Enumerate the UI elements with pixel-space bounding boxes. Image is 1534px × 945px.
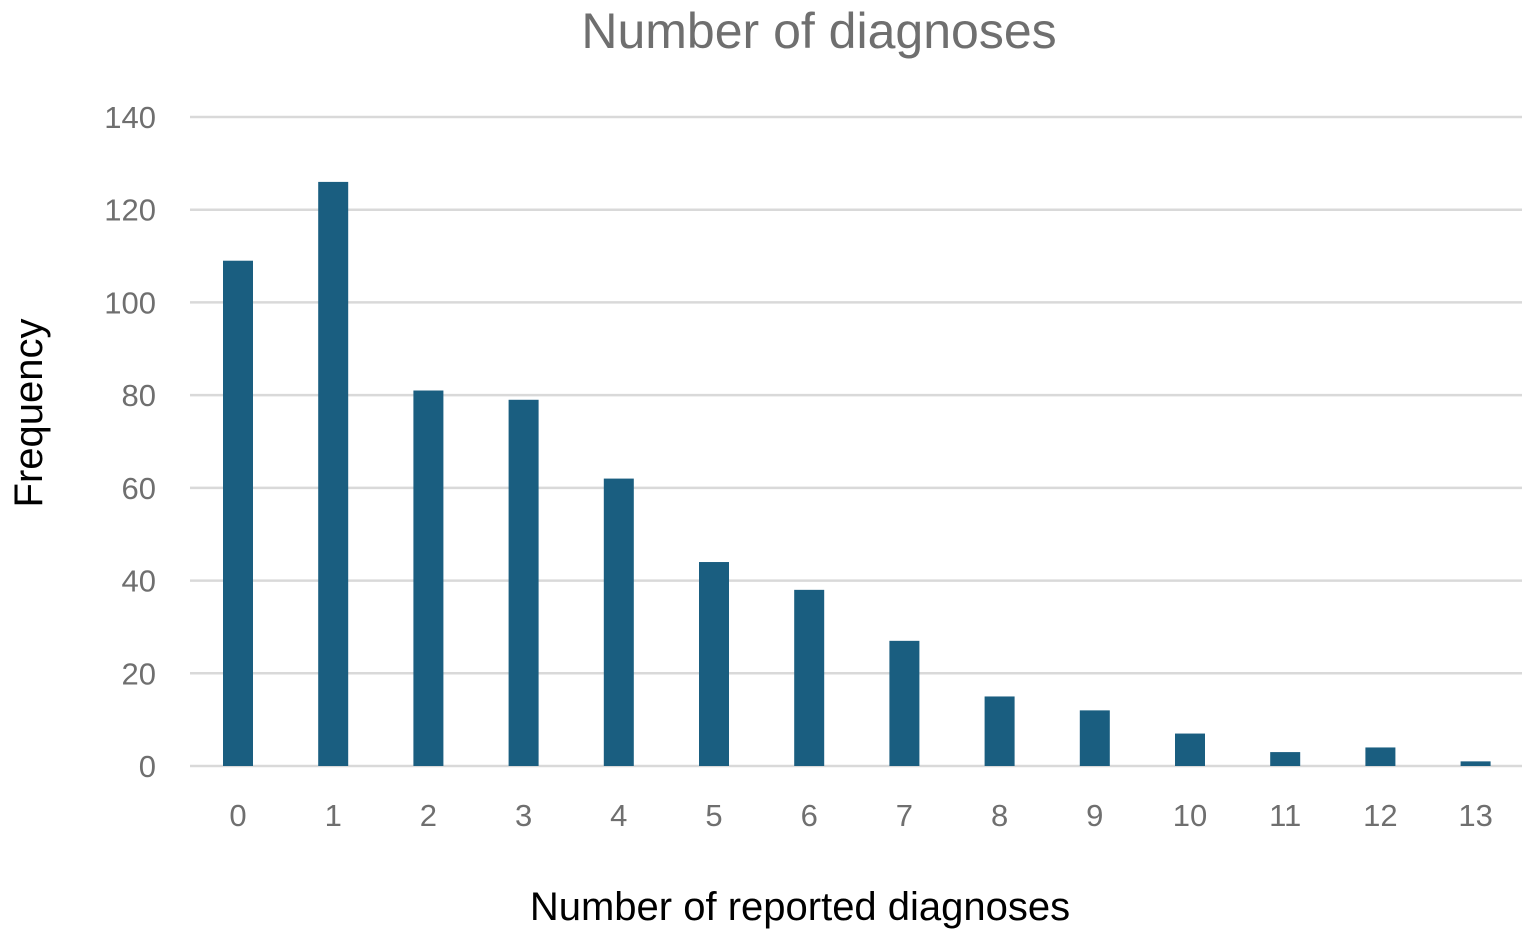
gridlines — [190, 115, 1522, 768]
y-axis-ticks: 0 20 40 60 80 100 120 140 — [104, 100, 156, 784]
x-tick-label: 13 — [1458, 798, 1492, 833]
bar-11 — [1270, 752, 1301, 766]
y-tick-label: 40 — [122, 564, 156, 599]
y-tick-label: 0 — [139, 749, 156, 784]
x-axis-ticks: 0 1 2 3 4 5 6 7 8 9 10 11 12 13 — [229, 798, 1492, 833]
bar-12 — [1365, 747, 1396, 766]
x-tick-label: 11 — [1269, 798, 1301, 833]
x-tick-label: 0 — [229, 798, 246, 833]
bar-6 — [794, 589, 825, 766]
bar-1 — [318, 181, 349, 766]
x-tick-label: 4 — [610, 798, 627, 833]
x-tick-label: 10 — [1173, 798, 1207, 833]
bars — [223, 181, 1491, 766]
bar-2 — [413, 390, 444, 766]
bar-5 — [699, 562, 729, 766]
y-tick-label: 100 — [104, 285, 156, 320]
x-tick-label: 2 — [420, 798, 437, 833]
y-tick-label: 140 — [104, 100, 156, 135]
x-axis-label: Number of reported diagnoses — [530, 885, 1070, 929]
x-tick-label: 5 — [705, 798, 722, 833]
bar-3 — [508, 399, 539, 766]
x-tick-label: 12 — [1363, 798, 1397, 833]
bar-4 — [603, 478, 634, 766]
y-tick-label: 20 — [122, 656, 156, 691]
x-tick-label: 3 — [515, 798, 532, 833]
x-tick-label: 1 — [325, 798, 342, 833]
chart-title: Number of diagnoses — [581, 3, 1056, 59]
y-tick-label: 120 — [104, 193, 156, 228]
bar-7 — [889, 640, 920, 766]
bar-8 — [984, 696, 1015, 766]
x-tick-label: 6 — [801, 798, 818, 833]
bar-13 — [1460, 761, 1491, 766]
x-tick-label: 9 — [1086, 798, 1103, 833]
bar-9 — [1079, 710, 1110, 766]
x-tick-label: 7 — [896, 798, 913, 833]
x-tick-label: 8 — [991, 798, 1008, 833]
y-tick-label: 80 — [122, 378, 156, 413]
y-axis-label: Frequency — [7, 319, 51, 508]
bar-0 — [223, 260, 253, 766]
y-tick-label: 60 — [122, 471, 156, 506]
bar-10 — [1175, 733, 1205, 766]
